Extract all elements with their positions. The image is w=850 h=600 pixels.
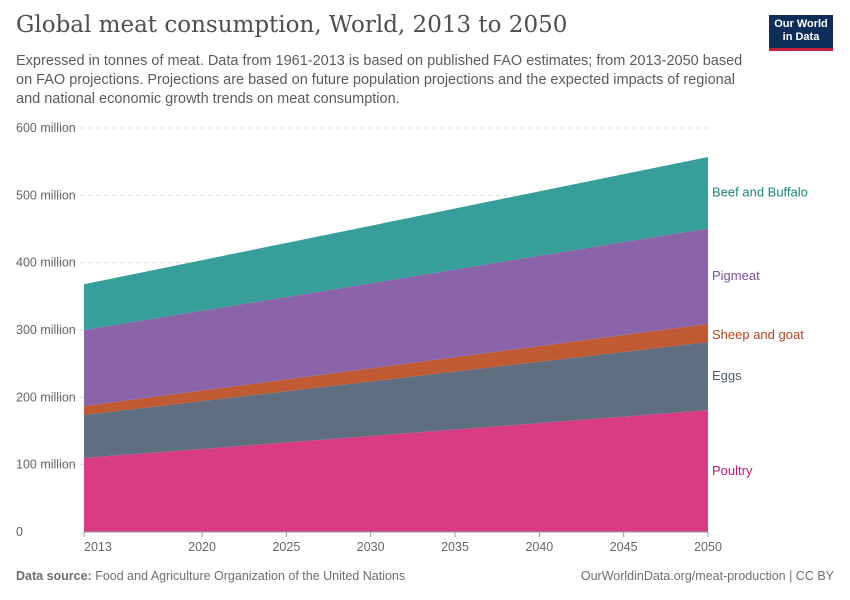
legend-label: Eggs (712, 368, 742, 383)
data-source: Data source: Food and Agriculture Organi… (16, 569, 405, 583)
source-text: Food and Agriculture Organization of the… (95, 569, 406, 583)
chart-subtitle: Expressed in tonnes of meat. Data from 1… (16, 53, 743, 107)
area-sheep-and-goat (84, 323, 708, 415)
x-tick-label: 2040 (525, 540, 553, 554)
area-poultry (84, 410, 708, 532)
footer-url[interactable]: OurWorldinData.org/meat-production | CC … (580, 569, 834, 583)
y-tick-label: 100 million (16, 458, 76, 472)
chart-title: Global meat consumption, World, 2013 to … (16, 12, 568, 38)
source-label: Data source: (16, 569, 92, 583)
legend-label: Sheep and goat (712, 327, 804, 342)
y-tick-label: 500 million (16, 188, 76, 202)
owid-logo[interactable]: Our World in Data (769, 15, 833, 51)
y-tick-label: 200 million (16, 390, 76, 404)
y-tick-label: 300 million (16, 323, 76, 337)
legend-label: Poultry (712, 463, 753, 478)
legend-label: Beef and Buffalo (712, 185, 808, 200)
x-tick-label: 2013 (84, 540, 112, 554)
y-tick-label: 0 (16, 525, 23, 539)
x-tick-label: 2030 (357, 540, 385, 554)
legend-label: Pigmeat (712, 268, 760, 283)
x-tick-label: 2050 (694, 540, 722, 554)
area-eggs (84, 342, 708, 458)
x-tick-label: 2045 (610, 540, 638, 554)
y-tick-label: 600 million (16, 121, 76, 135)
x-tick-label: 2020 (188, 540, 216, 554)
area-pigmeat (84, 228, 708, 407)
x-tick-label: 2035 (441, 540, 469, 554)
x-tick-label: 2025 (272, 540, 300, 554)
area-beef-and-buffalo (84, 156, 708, 330)
y-tick-label: 400 million (16, 256, 76, 270)
